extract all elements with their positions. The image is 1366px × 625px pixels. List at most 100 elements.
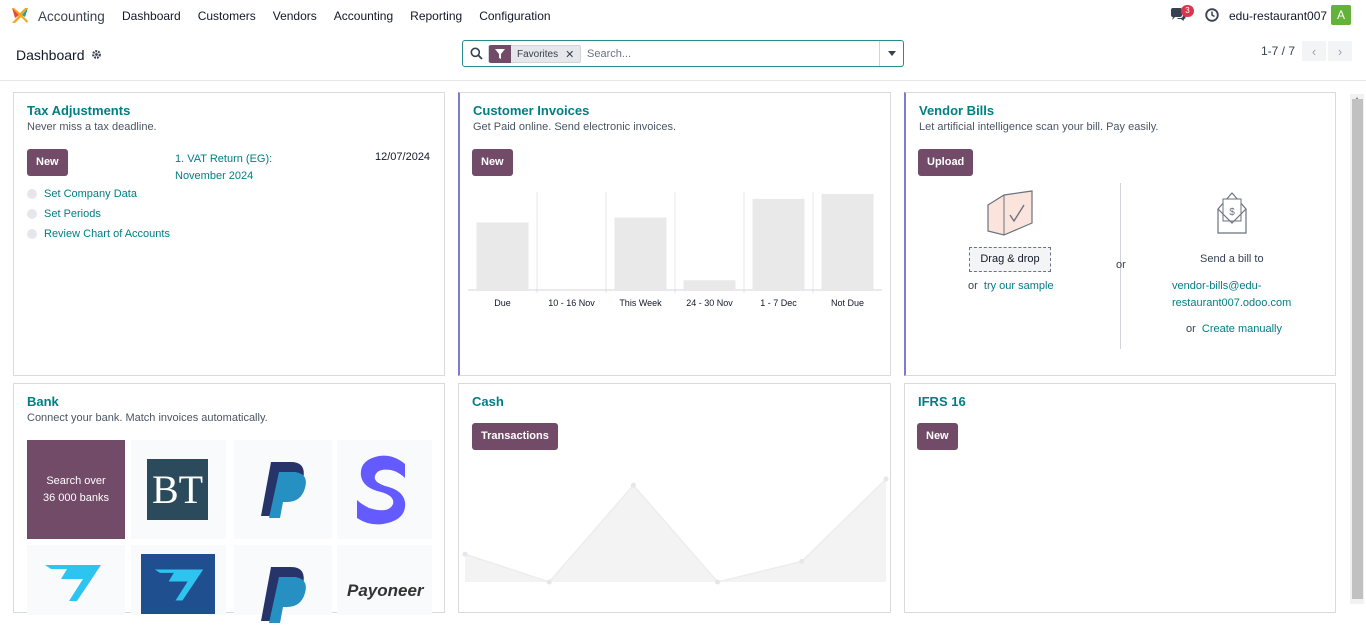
paypal-logo-icon: [261, 567, 306, 623]
checklist-item[interactable]: Set Company Data: [27, 188, 137, 200]
company-switcher[interactable]: edu-restaurant007: [1229, 9, 1328, 23]
chart-point[interactable]: [546, 579, 552, 585]
paypal-logo-icon: [261, 462, 306, 518]
vertical-scrollbar[interactable]: ▲: [1350, 94, 1364, 604]
vendor-email-link-line1[interactable]: vendor-bills@edu-: [1172, 280, 1262, 292]
app-name[interactable]: Accounting: [38, 9, 105, 24]
search-banks-line2: 36 000 banks: [42, 492, 110, 504]
try-sample-link[interactable]: try our sample: [983, 280, 1054, 292]
menu-reporting[interactable]: Reporting: [410, 9, 463, 23]
caret-down-icon: [887, 51, 896, 56]
card-title[interactable]: Vendor Bills: [919, 103, 995, 118]
bank-tile-wise[interactable]: [27, 545, 125, 615]
customer-invoices-card: Customer Invoices Get Paid online. Send …: [458, 92, 891, 376]
search-icon[interactable]: [470, 47, 483, 60]
bank-tile-paypal[interactable]: [234, 440, 332, 539]
chart-bar[interactable]: [752, 198, 805, 290]
chart-tick-label: Due: [494, 298, 511, 308]
stripe-logo-icon: [357, 455, 406, 525]
bank-tile-payoneer[interactable]: Payoneer: [337, 545, 432, 615]
bank-tile-wise-dark[interactable]: [131, 545, 226, 615]
checklist-label: Review Chart of Accounts: [44, 228, 170, 240]
facet-label: Favorites: [517, 48, 559, 60]
status-dot-icon: [27, 229, 37, 239]
checklist-item[interactable]: Review Chart of Accounts: [27, 228, 170, 240]
gear-icon[interactable]: [91, 49, 102, 60]
card-title[interactable]: Cash: [472, 394, 504, 409]
cash-card: Cash Transactions: [458, 383, 891, 613]
search-input[interactable]: [587, 45, 867, 63]
create-manually-link[interactable]: Create manually: [1201, 323, 1282, 335]
chart-point[interactable]: [630, 482, 636, 488]
chart-bar[interactable]: [821, 193, 874, 290]
chart-point[interactable]: [799, 558, 805, 564]
ifrs16-card: IFRS 16 New: [904, 383, 1336, 613]
drag-drop-zone[interactable]: Drag & drop: [969, 247, 1051, 272]
divider: [1120, 183, 1121, 349]
favorites-facet[interactable]: Favorites ✕: [488, 45, 582, 63]
control-panel: Dashboard Favorites ✕ 1-7 / 7 ‹ ›: [0, 31, 1366, 81]
pager-next-button[interactable]: ›: [1328, 41, 1352, 61]
send-bill-text: Send a bill to: [1200, 253, 1264, 265]
chart-bar[interactable]: [683, 280, 736, 290]
menu-dashboard[interactable]: Dashboard: [122, 9, 181, 23]
payoneer-logo: Payoneer: [347, 581, 424, 600]
vendor-email-link-line2[interactable]: restaurant007.odoo.com: [1172, 297, 1292, 309]
chart-tick-label: 24 - 30 Nov: [686, 298, 733, 308]
pager-value[interactable]: 1-7 / 7: [1261, 44, 1296, 58]
checklist-item[interactable]: Set Periods: [27, 208, 101, 220]
bank-tile-paypal-2[interactable]: [234, 545, 332, 623]
search-bar: Favorites ✕: [462, 40, 904, 67]
menu-accounting[interactable]: Accounting: [333, 9, 394, 23]
card-title[interactable]: Tax Adjustments: [27, 103, 131, 118]
new-invoice-button[interactable]: New: [472, 149, 513, 176]
facet-remove-icon[interactable]: ✕: [565, 48, 575, 61]
top-navbar: Accounting Dashboard Customers Vendors A…: [0, 0, 1366, 31]
pager-previous-button[interactable]: ‹: [1302, 41, 1326, 61]
or-text: or: [1186, 323, 1196, 335]
page-title: Dashboard: [16, 47, 85, 63]
vat-return-link[interactable]: 1. VAT Return (EG): November 2024: [175, 153, 273, 182]
chart-point[interactable]: [462, 551, 468, 557]
card-subtitle: Connect your bank. Match invoices automa…: [27, 412, 268, 424]
chart-point[interactable]: [715, 579, 721, 585]
main-menu: Dashboard Customers Vendors Accounting R…: [122, 9, 568, 23]
chart-bar[interactable]: [476, 222, 529, 290]
or-text: or: [968, 280, 978, 292]
menu-customers[interactable]: Customers: [197, 9, 256, 23]
breadcrumb: Dashboard: [16, 47, 102, 63]
card-title[interactable]: Bank: [27, 394, 59, 409]
new-tax-button[interactable]: New: [27, 149, 68, 176]
checklist-label: Set Periods: [44, 208, 101, 220]
search-banks-tile[interactable]: Search over 36 000 banks: [27, 440, 125, 539]
card-title[interactable]: Customer Invoices: [473, 103, 590, 118]
upload-button[interactable]: Upload: [918, 149, 974, 176]
search-options-toggle[interactable]: [879, 41, 903, 66]
chart-tick-label: This Week: [619, 298, 662, 308]
menu-vendors[interactable]: Vendors: [272, 9, 317, 23]
transactions-button[interactable]: Transactions: [472, 423, 558, 450]
checklist-label: Set Company Data: [44, 188, 137, 200]
scroll-thumb[interactable]: [1352, 99, 1363, 599]
bank-tile-stripe[interactable]: [337, 440, 432, 539]
cash-line-chart[interactable]: [459, 384, 890, 612]
chart-series-line: [464, 478, 887, 583]
try-sample-line: or try our sample: [968, 280, 1054, 292]
accounting-app-icon[interactable]: [11, 7, 29, 24]
card-subtitle: Let artificial intelligence scan your bi…: [919, 121, 1159, 133]
chart-bar[interactable]: [614, 217, 667, 290]
menu-configuration[interactable]: Configuration: [479, 9, 551, 23]
svg-text:$: $: [1229, 207, 1235, 218]
envelope-bill-icon: $: [1217, 192, 1247, 234]
card-title[interactable]: IFRS 16: [918, 394, 966, 409]
new-ifrs-button[interactable]: New: [917, 423, 958, 450]
card-subtitle: Get Paid online. Send electronic invoice…: [473, 121, 677, 133]
user-avatar[interactable]: A: [1331, 5, 1351, 25]
chart-point[interactable]: [883, 476, 889, 482]
chart-tick-label: Not Due: [831, 298, 864, 308]
clock-icon[interactable]: [1205, 8, 1219, 22]
chart-tick-label: 1 - 7 Dec: [760, 298, 797, 308]
invoices-bar-chart[interactable]: Due 10 - 16 Nov This Week 24 - 30 Nov 1 - 7 …: [460, 93, 891, 375]
bank-tile-bt[interactable]: BT: [131, 440, 226, 539]
bank-card: Bank Connect your bank. Match invoices a…: [13, 383, 445, 623]
